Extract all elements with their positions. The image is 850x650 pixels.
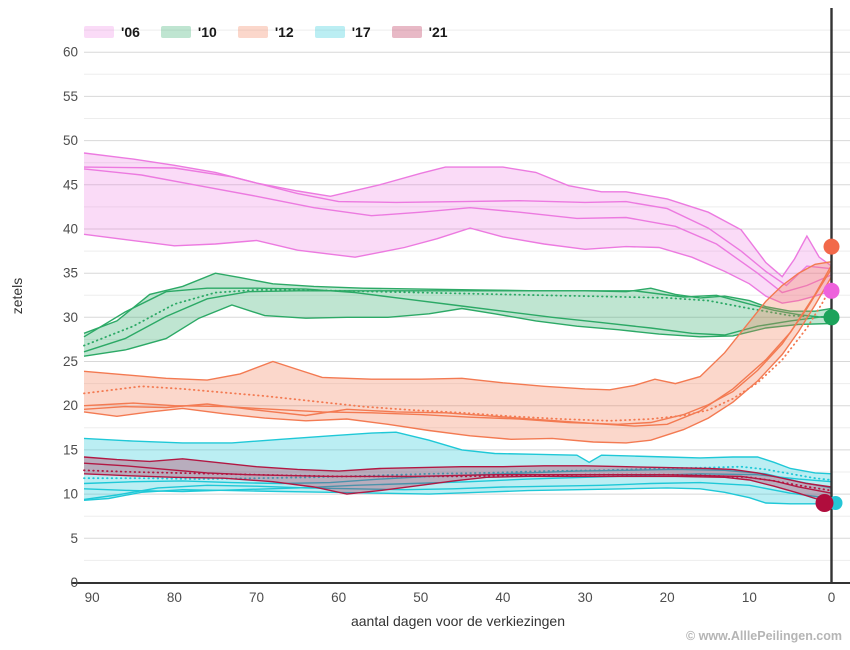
x-tick-label: 10 xyxy=(742,590,757,605)
y-tick-label: 50 xyxy=(63,133,78,148)
legend-item-06[interactable]: '06 xyxy=(84,24,140,40)
series-06-band xyxy=(84,153,832,304)
legend: '06 '10 '12 '17 '21 xyxy=(84,24,448,40)
x-tick-label: 30 xyxy=(578,590,593,605)
series-10-band xyxy=(84,273,832,357)
y-tick-label: 45 xyxy=(63,177,78,192)
series-21-band-lower-edge xyxy=(83,473,832,503)
y-tick-label: 10 xyxy=(63,487,78,502)
x-tick-label: 70 xyxy=(249,590,264,605)
legend-label-06: '06 xyxy=(121,24,140,40)
series-21-band-upper-edge xyxy=(83,456,832,488)
series-17-line-3 xyxy=(83,473,832,493)
x-tick-label: 60 xyxy=(331,590,346,605)
series-17-average-dotted-line xyxy=(83,465,833,481)
legend-label-12: '12 xyxy=(274,24,294,40)
series-12-band xyxy=(84,261,832,443)
legend-item-17[interactable]: '17 xyxy=(314,24,371,40)
x-tick-label: 0 xyxy=(828,590,836,605)
y-tick-label: 20 xyxy=(63,398,78,413)
legend-item-21[interactable]: '21 xyxy=(391,24,448,40)
series-10-line-2 xyxy=(83,290,832,353)
legend-swatch-10 xyxy=(160,26,191,38)
y-tick-label: 30 xyxy=(63,310,78,325)
legend-swatch-21 xyxy=(391,26,422,38)
series-17-line-2 xyxy=(83,481,832,501)
y-tick-label: 40 xyxy=(63,222,78,237)
y-tick-label: 15 xyxy=(63,442,78,457)
y-tick-label: 5 xyxy=(70,531,78,546)
series-12-band-lower-edge xyxy=(83,276,833,444)
series-17-band xyxy=(84,432,832,504)
series-17-band-lower-edge xyxy=(83,487,832,505)
watermark: © www.AlllePeilingen.com xyxy=(686,629,842,643)
legend-label-17: '17 xyxy=(351,24,371,40)
series-10-result-dot xyxy=(823,309,840,326)
series-12-average-dotted-line xyxy=(83,284,833,422)
legend-swatch-17 xyxy=(314,26,345,38)
legend-item-10[interactable]: '10 xyxy=(160,24,217,40)
series-10-line-1 xyxy=(83,287,832,338)
y-axis-title: zetels xyxy=(9,277,25,315)
y-tick-label: 35 xyxy=(63,266,78,281)
series-06-band-lower-edge xyxy=(83,227,832,304)
legend-label-21: '21 xyxy=(428,24,448,40)
series-12-band-upper-edge xyxy=(83,261,832,391)
legend-swatch-12 xyxy=(237,26,268,38)
series-06-line-2 xyxy=(83,168,832,294)
series-06-result-dot xyxy=(823,282,840,299)
x-tick-label: 90 xyxy=(85,590,100,605)
series-10-band-lower-edge xyxy=(83,304,832,357)
legend-item-12[interactable]: '12 xyxy=(237,24,294,40)
legend-swatch-06 xyxy=(84,26,114,38)
legend-label-10: '10 xyxy=(197,24,217,40)
series-06-line-1 xyxy=(83,166,832,287)
series-12-line-2 xyxy=(83,264,833,427)
series-21-average-dotted-line xyxy=(83,469,833,492)
y-tick-label: 55 xyxy=(63,89,78,104)
x-tick-label: 50 xyxy=(413,590,428,605)
y-tick-label: 0 xyxy=(70,575,78,590)
series-10-average-dotted-line xyxy=(83,288,833,347)
x-tick-label: 20 xyxy=(660,590,675,605)
x-tick-label: 40 xyxy=(495,590,510,605)
y-tick-label: 60 xyxy=(63,45,78,60)
series-12-result-dot xyxy=(823,238,840,255)
x-axis-title: aantal dagen voor de verkiezingen xyxy=(350,613,566,629)
y-tick-label: 25 xyxy=(63,354,78,369)
series-17-band-upper-edge xyxy=(83,431,832,475)
x-tick-label: 80 xyxy=(167,590,182,605)
series-21-result-dot xyxy=(815,494,834,512)
